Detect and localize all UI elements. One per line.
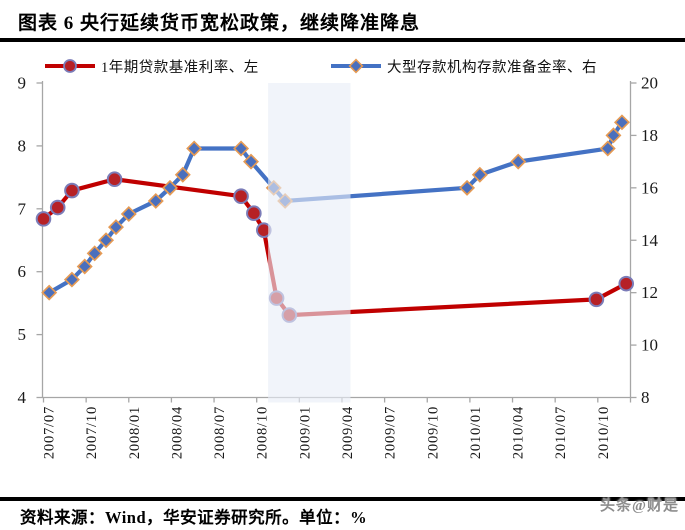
x-axis-tick-label: 2010/04: [511, 406, 527, 459]
y-axis-right-tick-label: 16: [641, 178, 658, 197]
data-point-marker-rrr: [147, 192, 164, 209]
y-axis-right-tick-label: 10: [641, 336, 658, 355]
data-point-marker-loan-rate: [618, 275, 635, 292]
y-axis-right-tick-label: 8: [641, 388, 650, 407]
data-point-marker-rrr: [98, 232, 115, 249]
x-axis-tick-label: 2009/07: [383, 406, 399, 459]
y-axis-right-tick-label: 14: [641, 231, 659, 250]
blue-line-diamond-marker-icon: [331, 58, 381, 74]
x-axis-tick-label: 2008/10: [255, 406, 271, 459]
data-point-marker-loan-rate: [64, 182, 80, 199]
chart-legend: 1年期贷款基准利率、左 大型存款机构存款准备金率、右: [0, 56, 685, 76]
x-axis-tick-label: 2008/01: [127, 406, 143, 459]
y-axis-left-tick-label: 9: [18, 74, 27, 93]
legend-label-rrr: 大型存款机构存款准备金率、右: [387, 59, 597, 76]
x-axis-tick-label: 2008/07: [212, 406, 228, 459]
data-point-marker-loan-rate: [233, 188, 249, 205]
y-axis-right-tick-label: 18: [641, 126, 658, 145]
legend-item-rrr: 大型存款机构存款准备金率、右: [330, 56, 597, 76]
x-axis-tick-label: 2010/07: [553, 406, 569, 459]
x-axis-tick-label: 2009/04: [340, 406, 356, 459]
data-point-marker-rrr: [162, 179, 178, 196]
legend-item-loan-rate: 1年期贷款基准利率、左: [44, 56, 259, 76]
y-axis-right-tick-label: 20: [641, 74, 658, 93]
y-axis-left-tick-label: 5: [18, 325, 27, 344]
data-point-marker-rrr: [605, 127, 622, 144]
data-point-marker-loan-rate: [49, 199, 66, 216]
data-point-marker-rrr: [243, 153, 260, 170]
x-axis-tick-label: 2009/01: [297, 406, 313, 459]
data-point-marker-rrr: [63, 271, 80, 288]
data-point-marker-rrr: [459, 179, 476, 196]
chart-title: 图表 6 央行延续货币宽松政策，继续降准降息: [18, 13, 421, 34]
legend-label-loan-rate: 1年期贷款基准利率、左: [101, 59, 259, 76]
data-point-marker-rrr: [174, 166, 191, 183]
x-axis-tick-label: 2007/10: [84, 406, 100, 459]
x-axis-tick-label: 2010/10: [596, 406, 612, 459]
footer-rule: [0, 497, 685, 501]
y-axis-left-tick-label: 4: [18, 388, 27, 407]
y-axis-left-tick-label: 8: [18, 136, 27, 155]
data-point-marker-loan-rate: [588, 291, 605, 308]
y-axis-left-tick-label: 6: [18, 262, 27, 281]
x-axis-tick-label: 2007/07: [42, 406, 58, 459]
data-point-marker-rrr: [599, 140, 616, 157]
data-point-marker-loan-rate: [106, 171, 123, 188]
data-point-marker-loan-rate: [246, 205, 262, 222]
x-axis-tick-label: 2010/01: [468, 406, 484, 459]
data-point-marker-rrr: [76, 258, 93, 275]
data-point-marker-loan-rate: [35, 211, 52, 227]
x-axis-tick-label: 2009/10: [425, 406, 441, 459]
data-point-marker-rrr: [233, 140, 250, 157]
data-point-marker-rrr: [471, 166, 488, 183]
y-axis-left-tick-label: 7: [18, 199, 27, 218]
data-point-marker-rrr: [186, 140, 203, 157]
x-axis-tick-label: 2008/04: [169, 406, 185, 459]
data-point-marker-rrr: [86, 245, 103, 262]
data-point-marker-rrr: [510, 153, 527, 170]
data-point-marker-rrr: [41, 284, 58, 301]
y-axis-right-tick-label: 12: [641, 283, 658, 302]
red-line-circle-marker-icon: [45, 59, 95, 73]
data-point-marker-rrr: [120, 206, 137, 223]
highlight-band: [268, 83, 351, 403]
watermark: 头条@财是: [600, 498, 679, 514]
data-point-marker-rrr: [107, 219, 124, 236]
data-point-marker-rrr: [613, 114, 630, 131]
source-note: 资料来源：Wind，华安证券研究所。单位：%: [20, 508, 368, 527]
title-rule: [0, 38, 685, 42]
